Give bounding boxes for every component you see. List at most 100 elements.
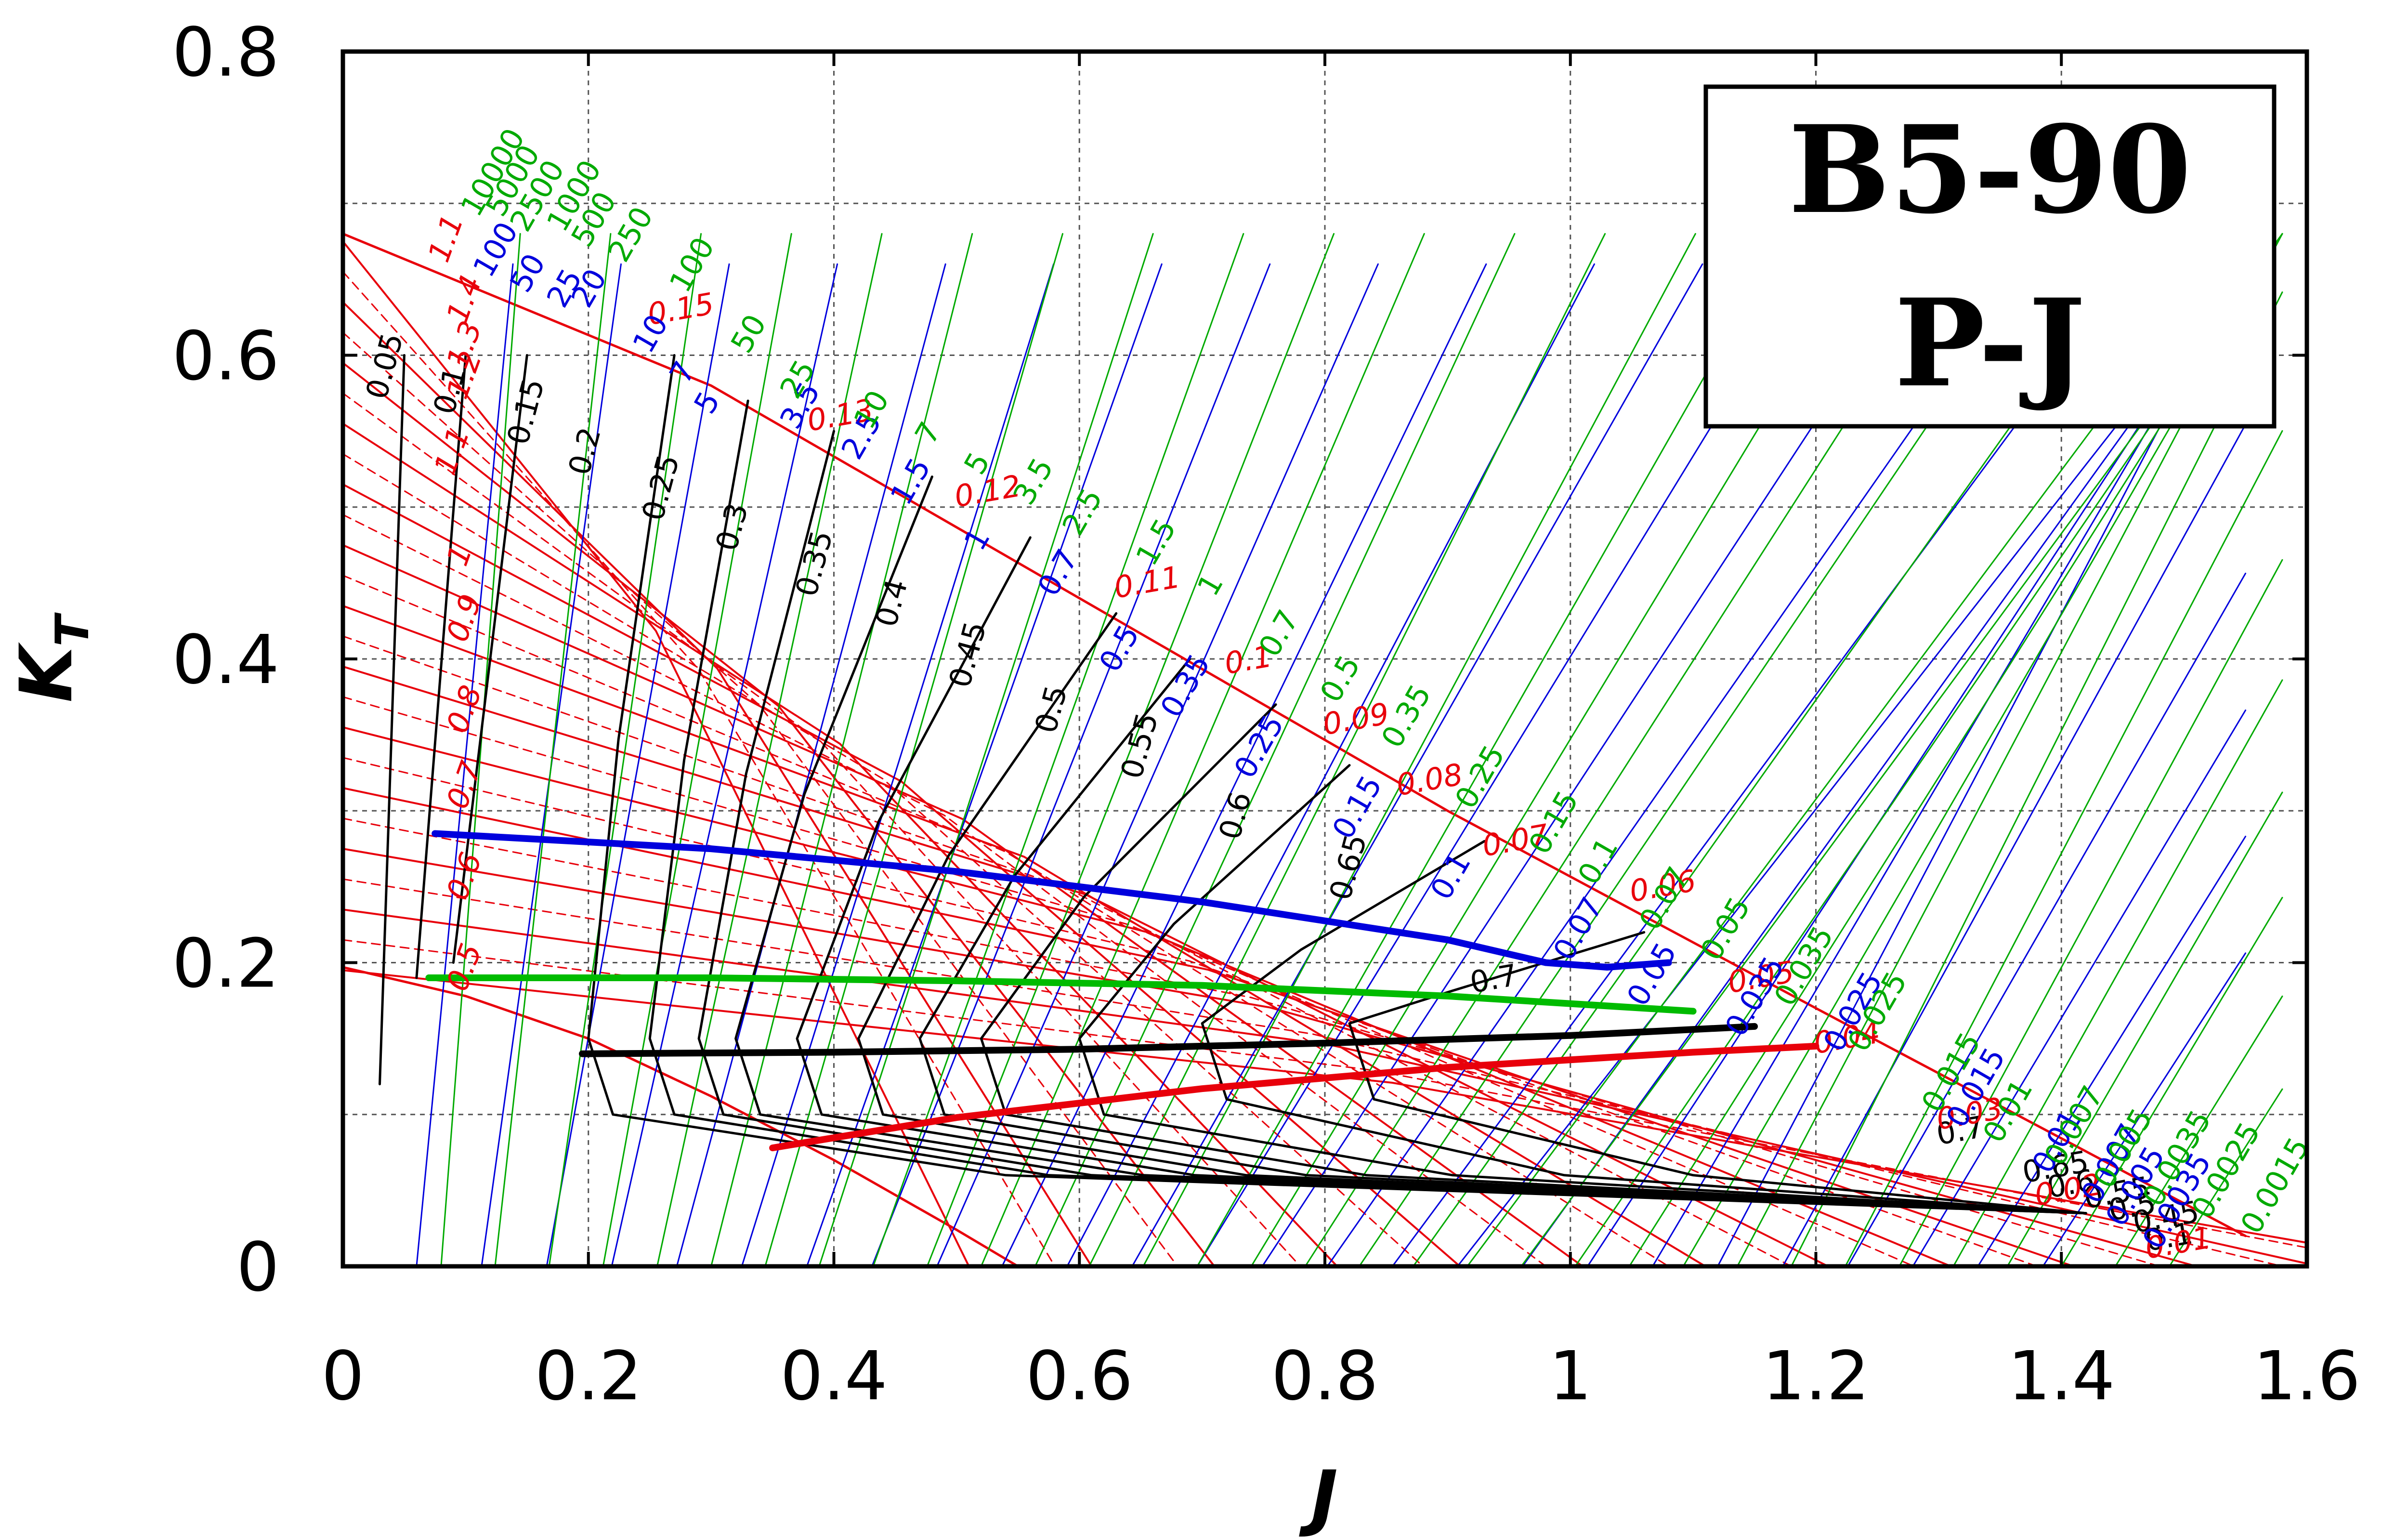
boundary-curve-high — [343, 232, 2247, 1237]
chart-curves — [343, 232, 2307, 1266]
pitch-line-solid — [343, 301, 1093, 1266]
bp-line-blue — [1261, 263, 1920, 1266]
pitch-line-solid — [343, 969, 2307, 1244]
efficiency-curve — [648, 399, 2087, 1215]
efficiency-curve — [980, 703, 2087, 1215]
efficiency-curve — [1201, 840, 2087, 1215]
x-tick-label: 1.2 — [1762, 1337, 1870, 1416]
y-axis-label: KT — [5, 612, 99, 702]
bp-line-blue — [1456, 263, 2244, 1266]
efficiency-curve — [1348, 931, 2087, 1215]
pitch-line-dashed — [343, 757, 2038, 1266]
x-tick-label: 0.4 — [780, 1337, 888, 1416]
bp-line-blue — [1782, 423, 2247, 1266]
bp-line-green — [1034, 233, 1516, 1266]
efficiency-curve — [379, 354, 406, 1086]
title-box-frame — [1703, 84, 2277, 429]
efficiency-curve — [452, 354, 528, 964]
x-tick-label: 1 — [1549, 1337, 1592, 1416]
y-axis-label-letter: K — [5, 642, 89, 703]
x-axis-label: J — [1299, 1456, 1338, 1538]
x-tick-label: 0.8 — [1271, 1337, 1379, 1416]
bp-line-green — [2006, 791, 2283, 1266]
efficiency-curve — [587, 354, 2087, 1215]
x-tick-label: 1.6 — [2253, 1337, 2361, 1416]
efficiency-curve — [1078, 764, 2087, 1215]
efficiency-label: 0.6 — [2044, 1162, 2097, 1205]
efficiency-label: 0.1 — [2143, 1215, 2196, 1258]
x-tick-label: 0 — [321, 1337, 364, 1416]
design-line-green — [425, 974, 1697, 1015]
pitch-line-dashed — [343, 939, 2307, 1249]
y-axis-label-subscript: T — [46, 612, 99, 646]
bp-line-blue — [1912, 710, 2247, 1266]
x-tick-label: 1.4 — [2008, 1337, 2115, 1416]
y-tick-label: 0.4 — [172, 621, 279, 699]
bp-line-green — [818, 233, 1154, 1266]
bp-line-green — [980, 233, 1425, 1266]
grid-lines — [343, 52, 2307, 1266]
bp-line-blue — [1586, 263, 2247, 1266]
design-line-red — [769, 1042, 1819, 1152]
title-line-1: B5-90 — [1789, 99, 2192, 240]
pitch-line-solid — [343, 605, 1707, 1266]
curve-labels: 0.05 0.1 0.150.2 0.250.3 0.350.40.450.5 0.550… — [359, 122, 2316, 1266]
pitch-line-solid — [343, 483, 1461, 1266]
efficiency-curve — [415, 354, 467, 979]
bp-line-blue — [806, 263, 1163, 1266]
bp-line-blue — [1847, 572, 2247, 1266]
pitch-line-dashed — [343, 514, 1547, 1266]
bp-line-blue — [1977, 836, 2247, 1266]
design-line-black — [579, 1023, 1758, 1057]
y-axis-label-main: KT — [5, 612, 99, 702]
bp-line-green — [1196, 233, 1787, 1266]
pitch-line-dashed — [343, 331, 1178, 1266]
pitch-line-solid — [343, 787, 2075, 1266]
bp-line-green — [548, 233, 702, 1266]
efficiency-curve — [857, 612, 2087, 1215]
pitch-line-dashed — [343, 575, 1670, 1266]
boundary-curve-low — [343, 966, 1020, 1266]
axis-ticks: 0 0.2 0.4 0.6 0.8 1 1.2 1.4 1.6 0 0.2 0.4 0.6 0.8 — [172, 13, 2360, 1416]
bp-line-green — [1791, 291, 2283, 1266]
bp-line-green — [494, 233, 612, 1266]
x-tick-label: 0.6 — [1026, 1337, 1133, 1416]
efficiency-label: 0.7 — [1934, 1109, 1987, 1152]
efficiency-curve — [697, 430, 2087, 1215]
title-line-2: P-J — [1895, 272, 2085, 414]
bp-line-blue — [741, 263, 1055, 1266]
y-tick-label: 0.2 — [172, 925, 279, 1003]
y-tick-label: 0.8 — [172, 13, 279, 92]
efficiency-curve — [734, 475, 2087, 1215]
bp-line-blue — [1391, 263, 2136, 1266]
pitch-line-solid — [343, 544, 1584, 1266]
efficiency-label: 0.5 — [2106, 1185, 2159, 1228]
design-line-blue — [432, 830, 1672, 971]
bp-line-green — [1898, 559, 2283, 1266]
bp-line-blue — [1521, 263, 2247, 1266]
bp-line-green — [1845, 430, 2283, 1266]
bp-line-blue — [2042, 952, 2247, 1266]
bp-line-blue — [546, 263, 730, 1266]
x-tick-label: 0.2 — [535, 1337, 642, 1416]
bp-line-green — [2114, 995, 2283, 1266]
y-tick-label: 0 — [236, 1228, 279, 1307]
bp-line-blue — [1196, 263, 1811, 1266]
bp-line-green — [2169, 1088, 2283, 1266]
bp-line-blue — [676, 263, 946, 1266]
pitch-line-dashed — [343, 817, 2160, 1266]
bp-line-green — [1142, 233, 1696, 1266]
title-box: B5-90 P-J — [1703, 84, 2277, 429]
bp-line-green — [872, 233, 1244, 1266]
pitch-label: 0.1 — [1222, 638, 1275, 681]
efficiency-curve — [918, 657, 2087, 1215]
efficiency-curve — [796, 536, 2087, 1215]
bp-line-green — [1952, 679, 2283, 1266]
pitch-line-solid — [343, 848, 2198, 1266]
bp-line-green — [602, 233, 792, 1266]
bp-line-blue — [1326, 263, 2028, 1266]
bp-line-blue — [416, 263, 514, 1266]
efficiency-label: 0.7 — [1467, 957, 1520, 1000]
pitch-line-dashed — [343, 392, 1301, 1266]
